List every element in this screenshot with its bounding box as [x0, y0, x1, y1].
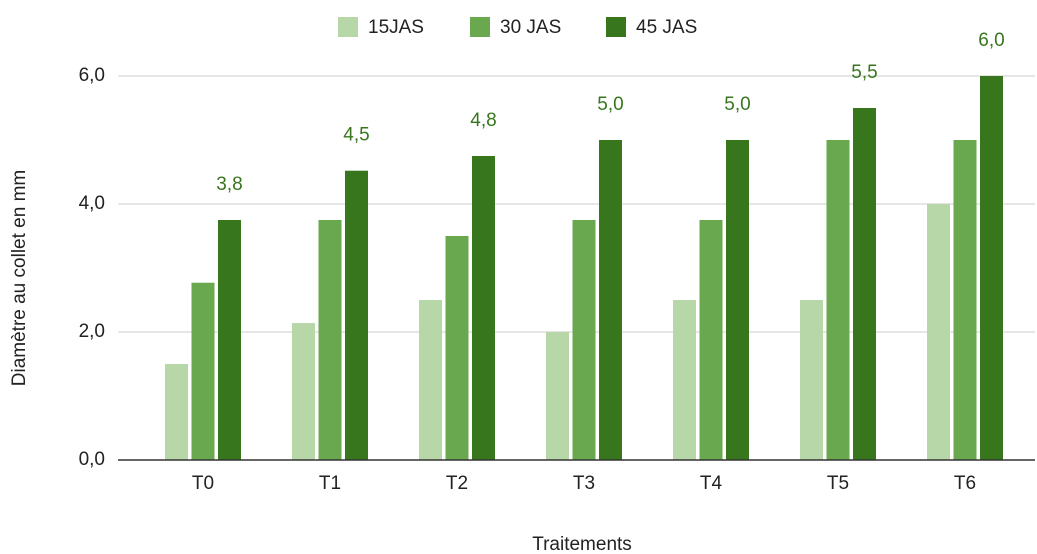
bar	[927, 204, 950, 460]
bar	[191, 282, 215, 460]
bar	[165, 364, 188, 460]
bar	[953, 140, 977, 460]
bar	[546, 332, 569, 460]
legend-label: 15JAS	[368, 17, 424, 38]
legend-label: 45 JAS	[636, 17, 697, 38]
bar	[572, 220, 596, 460]
y-axis-title: Diamètre au collet en mm	[9, 170, 30, 386]
bar	[699, 220, 723, 460]
x-tick-label: T1	[319, 473, 341, 494]
bar	[673, 300, 696, 460]
bar	[218, 220, 241, 460]
x-tick-label: T4	[700, 473, 723, 494]
x-tick-label: T5	[827, 473, 849, 494]
bar	[419, 300, 442, 460]
x-tick-label: T0	[192, 473, 214, 494]
x-tick-label: T2	[446, 473, 468, 494]
bar	[445, 236, 469, 460]
y-tick-label: 2,0	[79, 321, 105, 342]
data-label: 6,0	[978, 30, 1004, 51]
bar	[826, 140, 850, 460]
bar	[345, 170, 368, 460]
data-label: 5,5	[851, 62, 877, 83]
legend-swatch	[470, 17, 490, 37]
data-label: 3,8	[216, 174, 242, 195]
legend-label: 30 JAS	[500, 17, 561, 38]
x-tick-label: T3	[573, 473, 595, 494]
x-tick-label: T6	[954, 473, 976, 494]
bar	[800, 300, 823, 460]
data-label: 5,0	[597, 94, 623, 115]
bar	[853, 108, 876, 460]
x-axis-title: Traitements	[532, 534, 632, 554]
bar	[318, 220, 342, 460]
y-tick-label: 4,0	[79, 193, 105, 214]
legend-swatch	[606, 17, 626, 37]
data-label: 4,5	[343, 125, 369, 146]
bar	[980, 76, 1003, 460]
data-label: 4,8	[470, 110, 496, 131]
y-tick-label: 6,0	[79, 65, 105, 86]
y-tick-label: 0,0	[79, 449, 105, 470]
data-label: 5,0	[724, 94, 750, 115]
bar	[726, 140, 749, 460]
bar	[472, 156, 495, 460]
bar	[599, 140, 622, 460]
legend-swatch	[338, 17, 358, 37]
bar	[292, 323, 315, 460]
